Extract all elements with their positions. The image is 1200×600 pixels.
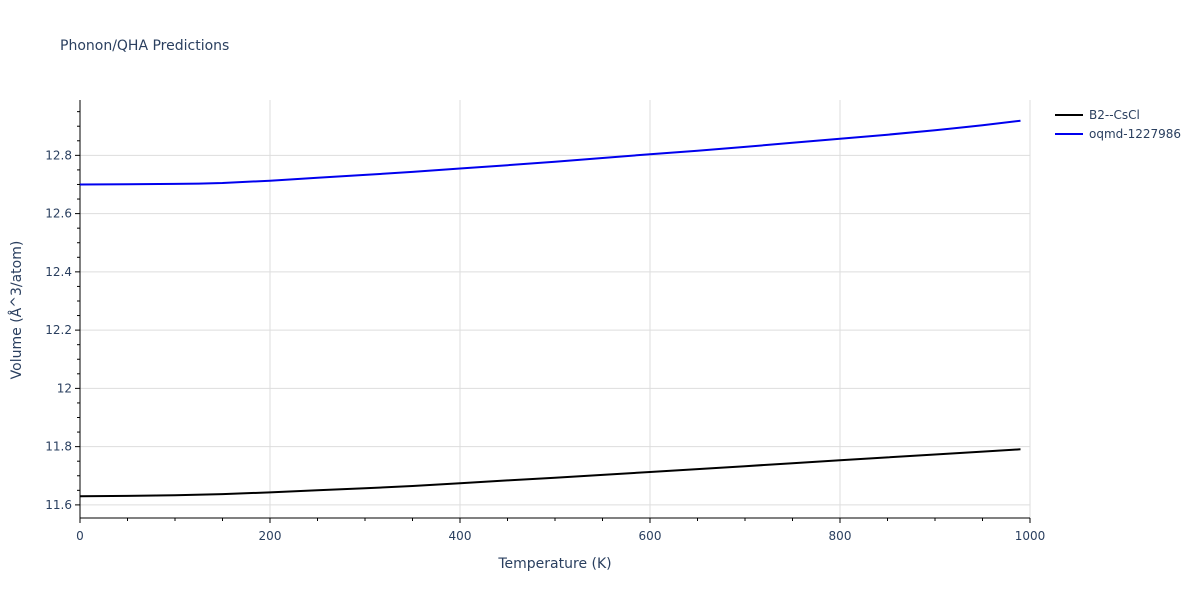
legend-label[interactable]: B2--CsCl	[1089, 108, 1140, 122]
gridlines	[80, 100, 1031, 518]
x-axis-title: Temperature (K)	[497, 556, 611, 572]
x-tick-label: 200	[259, 529, 282, 543]
legend-label[interactable]: oqmd-1227986	[1089, 127, 1181, 141]
y-tick-label: 12.8	[45, 148, 72, 162]
axes	[75, 100, 1031, 523]
legend[interactable]: B2--CsCl oqmd-1227986	[1055, 108, 1181, 141]
x-tick-label: 800	[829, 529, 852, 543]
y-tick-label: 12.6	[45, 207, 72, 221]
chart-title: Phonon/QHA Predictions	[60, 38, 229, 54]
y-axis-title: Volume (Å^3/atom)	[8, 241, 25, 380]
y-tick-label: 12.4	[45, 265, 72, 279]
x-tick-label: 600	[639, 529, 662, 543]
y-tick-label: 12	[57, 381, 72, 395]
data-series	[79, 119, 1021, 498]
series-line-1	[79, 119, 1021, 186]
x-tick-label: 1000	[1015, 529, 1046, 543]
tick-labels: 0 200 400 600 800 1000 11.6 11.8 12 12.2 12.4 12.6 1…	[45, 148, 1045, 543]
x-tick-label: 0	[76, 529, 84, 543]
series-line-0	[79, 448, 1021, 498]
y-tick-label: 11.8	[45, 440, 72, 454]
y-tick-label: 11.6	[45, 498, 72, 512]
x-tick-label: 400	[449, 529, 472, 543]
y-tick-label: 12.2	[45, 323, 72, 337]
